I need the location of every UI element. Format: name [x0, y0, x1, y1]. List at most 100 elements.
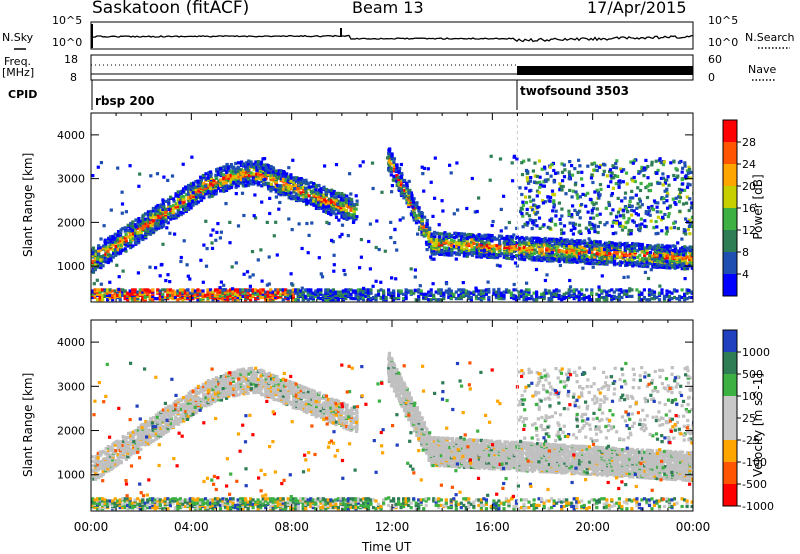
power-cell: [249, 298, 253, 302]
power-cell: [402, 184, 406, 188]
power-cell: [647, 290, 652, 294]
power-cell: [312, 188, 316, 192]
power-cell: [512, 293, 516, 297]
power-cell: [629, 229, 634, 233]
power-cell: [537, 258, 541, 262]
power-cell: [327, 204, 331, 208]
power-cell: [252, 182, 256, 186]
power-cell: [261, 290, 265, 294]
power-cell: [567, 291, 571, 295]
power-cell: [525, 212, 529, 216]
velocity-cell: [96, 458, 100, 462]
power-cell: [315, 203, 319, 207]
power-cell: [495, 244, 499, 248]
power-cell: [332, 195, 336, 199]
power-cell: [467, 290, 471, 294]
power-cell: [268, 196, 272, 200]
power-cell: [533, 204, 537, 208]
power-cell: [657, 158, 661, 163]
power-cell: [279, 288, 283, 292]
power-cell: [195, 195, 199, 199]
power-cell: [181, 204, 185, 208]
power-cell: [277, 190, 281, 194]
power-cell: [587, 228, 591, 232]
power-cell: [422, 229, 427, 233]
power-cell: [681, 262, 685, 266]
power-cell: [168, 290, 172, 294]
power-cell: [462, 292, 466, 296]
power-cell: [510, 252, 514, 256]
power-cell: [285, 190, 289, 194]
power-cell: [294, 192, 299, 196]
power-cell: [376, 289, 381, 293]
power-cell: [656, 262, 660, 266]
power-cell: [398, 218, 402, 222]
power-cell: [297, 222, 301, 226]
power-cell: [204, 184, 208, 188]
power-cell: [687, 165, 691, 169]
power-cell: [437, 288, 441, 292]
power-cell: [293, 187, 297, 191]
power-cell: [665, 199, 669, 203]
power-cell: [584, 226, 588, 230]
power-cell: [92, 282, 96, 286]
power-cell: [359, 292, 363, 296]
power-cell: [99, 237, 103, 241]
power-cell: [422, 292, 426, 296]
velocity-cell: [106, 451, 110, 455]
power-cell: [307, 194, 311, 198]
power-cell: [339, 193, 343, 197]
power-cell: [557, 293, 561, 297]
power-cell: [487, 290, 491, 294]
power-cell: [334, 208, 339, 212]
power-cell: [623, 259, 627, 263]
power-cell: [545, 291, 549, 295]
power-cell: [608, 170, 612, 174]
power-cell: [319, 297, 323, 301]
power-cell: [517, 295, 521, 300]
power-cell: [510, 242, 514, 246]
power-cell: [632, 255, 636, 259]
power-cell: [535, 240, 539, 244]
power-cell: [533, 248, 537, 252]
power-cell: [681, 257, 685, 261]
power-cell: [423, 224, 427, 228]
power-cell: [591, 245, 595, 249]
power-cell: [608, 260, 612, 264]
power-cell: [525, 247, 529, 251]
power-cell: [143, 288, 147, 292]
power-cell: [625, 182, 629, 186]
power-cell: [582, 293, 586, 297]
power-cell: [254, 216, 258, 220]
power-cell: [609, 212, 613, 216]
power-cell: [685, 185, 690, 189]
power-cell: [244, 289, 248, 293]
power-cell: [134, 225, 138, 229]
power-cell: [133, 288, 137, 292]
power-cell: [151, 227, 156, 231]
power-cell: [417, 206, 421, 210]
power-cell: [655, 251, 659, 255]
power-cell: [392, 157, 396, 161]
power-cell: [337, 218, 341, 222]
power-cell: [615, 242, 619, 246]
power-cell: [432, 243, 436, 247]
power-cell: [449, 238, 454, 242]
power-cell: [324, 210, 328, 214]
power-cell: [690, 201, 693, 205]
power-cell: [236, 293, 240, 297]
power-cell: [453, 236, 457, 240]
power-cell: [444, 289, 448, 293]
power-cell: [583, 193, 588, 197]
velocity-cell: [96, 455, 100, 459]
power-cell: [261, 157, 265, 161]
power-cell: [274, 290, 278, 294]
power-cell: [559, 236, 563, 241]
power-cell: [638, 253, 642, 257]
power-cell: [583, 261, 587, 265]
power-cell: [292, 196, 296, 201]
power-cell: [379, 288, 383, 292]
power-cell: [541, 253, 545, 257]
power-cell: [336, 290, 340, 294]
power-cell: [505, 234, 509, 239]
